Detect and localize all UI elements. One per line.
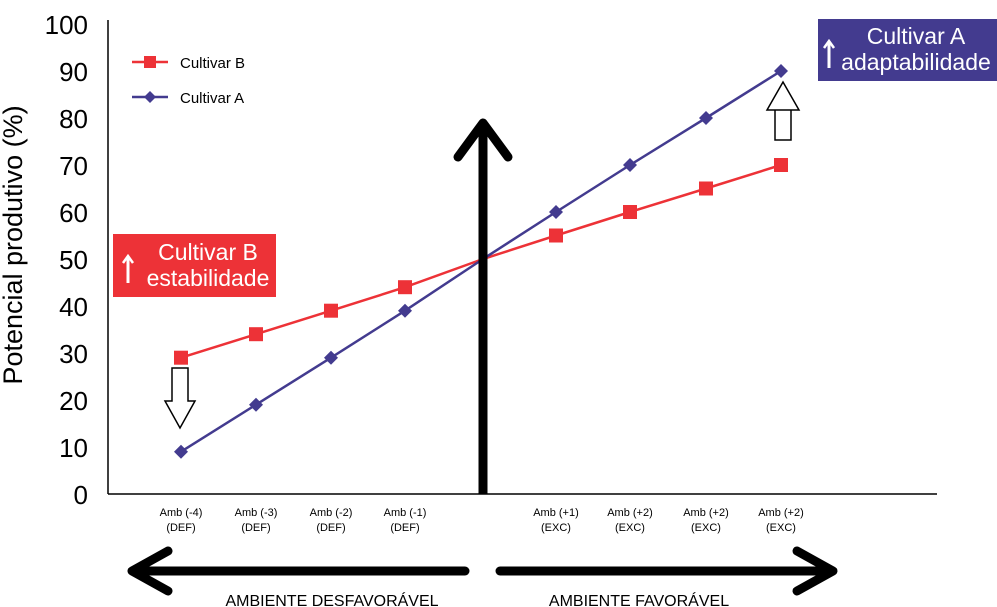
label-favorable: AMBIENTE FAVORÁVEL — [549, 591, 729, 607]
annotation-subtitle: adaptabilidade — [841, 49, 991, 75]
x-tick-label: Amb (-2) — [310, 507, 353, 519]
up-arrow-icon — [121, 254, 135, 283]
cultivar-b-data-point — [774, 158, 788, 172]
x-tick-label: Amb (-3) — [235, 507, 278, 519]
cultivar-a-data-point — [324, 350, 338, 365]
x-tick-label: Amb (+2) — [758, 507, 804, 519]
x-tick-sublabel: (DEF) — [316, 522, 345, 534]
y-tick-label: 50 — [59, 245, 88, 275]
legend: Cultivar B Cultivar A — [132, 55, 245, 107]
up-arrow-icon — [822, 39, 836, 68]
y-tick-label: 60 — [59, 198, 88, 228]
y-tick-label: 70 — [59, 151, 88, 181]
x-tick-sublabel: (EXC) — [541, 522, 571, 534]
legend-label-cultivar-a: Cultivar A — [180, 90, 244, 107]
x-tick-sublabel: (EXC) — [766, 522, 796, 534]
hollow-down-arrow — [163, 367, 197, 430]
legend-label-cultivar-b: Cultivar B — [180, 55, 245, 72]
cultivar-b-data-point — [549, 228, 563, 243]
y-tick-label: 80 — [59, 104, 88, 134]
x-tick-sublabel: (DEF) — [241, 522, 270, 534]
cultivar-a-data-point — [623, 158, 637, 172]
x-tick-label: Amb (+2) — [683, 507, 729, 519]
y-tick-label: 0 — [74, 480, 88, 510]
y-tick-label: 100 — [45, 10, 88, 40]
x-tick-label: Amb (-4) — [160, 507, 203, 519]
legend-marker-cultivar-b — [144, 56, 156, 68]
y-tick-label: 40 — [59, 292, 88, 322]
y-tick-label: 10 — [59, 433, 88, 463]
cultivar-b-data-point — [324, 303, 338, 318]
annotation-title: Cultivar A — [866, 23, 966, 49]
x-tick-label: Amb (+2) — [607, 507, 653, 519]
annotation-cultivar-b: Cultivar B estabilidade — [113, 234, 276, 297]
cultivar-a-data-point — [699, 111, 713, 125]
cultivar-b-data-point — [623, 205, 637, 219]
annotation-subtitle: estabilidade — [146, 265, 270, 291]
legend-marker-cultivar-a — [144, 91, 156, 103]
x-tick-sublabel: (DEF) — [166, 522, 195, 534]
y-tick-label: 20 — [59, 386, 88, 416]
series-markers — [174, 64, 788, 459]
x-tick-sublabel: (EXC) — [691, 522, 721, 534]
cultivar-a-data-point — [174, 444, 188, 459]
x-tick-label: Amb (-1) — [384, 507, 427, 519]
cultivar-a-data-point — [398, 303, 412, 318]
label-unfavorable: AMBIENTE DESFAVORÁVEL — [225, 591, 438, 607]
y-tick-label: 30 — [59, 339, 88, 369]
cultivar-a-data-point — [249, 397, 263, 412]
cultivar-b-data-point — [174, 350, 188, 365]
central-up-arrow — [453, 118, 513, 494]
arrow-favorable — [495, 546, 838, 596]
y-axis-label: Potencial produtivo (%) — [0, 105, 28, 384]
arrow-unfavorable — [127, 546, 470, 596]
annotation-title: Cultivar B — [158, 239, 258, 265]
annotation-cultivar-a: Cultivar A adaptabilidade — [818, 19, 997, 81]
y-axis-ticks: 0 10 20 30 40 50 60 70 80 90 100 — [45, 10, 88, 510]
cultivar-b-data-point — [249, 327, 263, 342]
cultivar-b-data-point — [699, 181, 713, 196]
x-tick-label: Amb (+1) — [533, 507, 579, 519]
x-tick-sublabel: (EXC) — [615, 522, 645, 534]
y-tick-label: 90 — [59, 57, 88, 87]
cultivar-b-data-point — [398, 280, 412, 295]
cultivar-a-data-point — [774, 64, 788, 78]
x-tick-sublabel: (DEF) — [390, 522, 419, 534]
cultivar-a-data-point — [549, 205, 563, 219]
x-axis-labels: Amb (-4) (DEF) Amb (-3) (DEF) Amb (-2) (DEF) A… — [160, 507, 804, 534]
hollow-up-arrow — [765, 80, 801, 141]
